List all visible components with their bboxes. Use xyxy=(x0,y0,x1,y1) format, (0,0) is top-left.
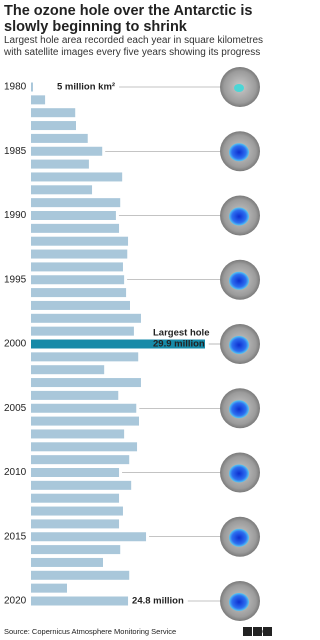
bar xyxy=(31,493,120,503)
bar xyxy=(31,416,139,426)
bar xyxy=(31,313,141,323)
bar xyxy=(31,352,139,362)
bar xyxy=(31,211,116,220)
bar xyxy=(31,442,138,452)
bar xyxy=(31,378,141,388)
satellite-hole xyxy=(229,336,249,354)
bar xyxy=(31,429,125,439)
source: Source: Copernicus Atmosphere Monitoring… xyxy=(4,627,176,636)
bar xyxy=(31,108,76,118)
y-tick-label: 1980 xyxy=(4,82,27,93)
satellite-hole xyxy=(234,84,244,92)
value-label: 24.8 million xyxy=(132,596,184,607)
y-tick-label: 2000 xyxy=(4,339,27,350)
bar xyxy=(31,262,123,272)
chart-title: The ozone hole over the Antarctic is slo… xyxy=(4,3,253,35)
bar xyxy=(31,275,125,285)
chart: 1980 5 million km² 1985 1990 1995 2000 29.9 mi… xyxy=(4,3,272,636)
bar xyxy=(31,545,121,555)
bar xyxy=(31,82,33,92)
satellite-hole xyxy=(229,464,249,483)
bar xyxy=(31,288,127,298)
bar xyxy=(31,390,119,400)
satellite-hole xyxy=(229,400,249,419)
bar xyxy=(31,468,120,477)
bar xyxy=(31,236,129,246)
satellite-hole xyxy=(229,271,249,290)
satellite-hole xyxy=(229,207,249,226)
annotation: 5 million km² xyxy=(57,82,115,93)
bar xyxy=(31,519,120,529)
bar xyxy=(31,133,88,143)
satellite-hole xyxy=(229,528,249,547)
bar xyxy=(31,223,120,233)
bar xyxy=(31,455,130,465)
bar xyxy=(31,198,121,208)
y-tick-label: 2020 xyxy=(4,596,27,607)
bar xyxy=(31,339,148,349)
bar xyxy=(31,185,93,195)
bar xyxy=(31,146,103,156)
y-tick-label: 2005 xyxy=(4,403,27,414)
bar xyxy=(31,326,134,336)
bar xyxy=(31,159,89,169)
bar xyxy=(31,403,137,413)
y-tick-label: 1985 xyxy=(4,146,27,157)
bar xyxy=(31,300,130,310)
value-label: 29.9 million xyxy=(153,339,205,350)
y-tick-label: 2010 xyxy=(4,467,27,478)
bar xyxy=(31,480,132,490)
chart-subtitle: Largest hole area recorded each year in … xyxy=(4,35,264,58)
satellite-hole xyxy=(229,143,249,162)
logo-text: BBC xyxy=(244,629,272,636)
annotation: Largest hole xyxy=(153,328,210,339)
bar xyxy=(31,557,103,567)
logo xyxy=(243,627,272,636)
bar xyxy=(31,249,128,259)
bar xyxy=(31,583,67,593)
y-tick-label: 1990 xyxy=(4,210,27,221)
bar xyxy=(31,532,147,542)
bar xyxy=(31,121,76,131)
bar xyxy=(31,570,130,580)
satellite-hole xyxy=(229,593,249,611)
bar xyxy=(31,95,46,105)
bar xyxy=(31,365,105,375)
plot: 1980 5 million km² 1985 1990 1995 2000 29.9 mi… xyxy=(4,67,272,636)
bar xyxy=(31,172,123,182)
bar xyxy=(31,596,129,606)
y-tick-label: 1995 xyxy=(4,274,27,285)
y-tick-label: 2015 xyxy=(4,531,27,542)
bar xyxy=(31,506,123,516)
